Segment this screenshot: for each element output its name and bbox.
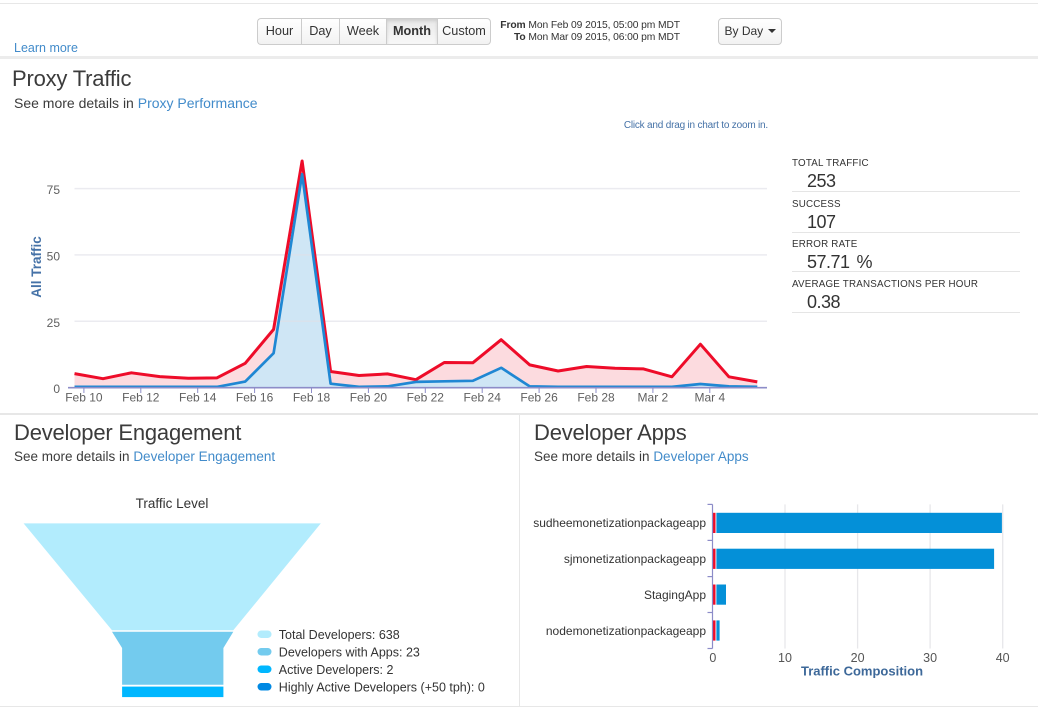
svg-text:Highly Active Developers (+50: Highly Active Developers (+50 tph): 0: [279, 680, 485, 694]
svg-text:Traffic Composition: Traffic Composition: [801, 664, 923, 679]
svg-text:Total Developers: 638: Total Developers: 638: [279, 628, 400, 642]
svg-text:Feb 26: Feb 26: [520, 391, 558, 405]
svg-text:20: 20: [851, 651, 865, 665]
svg-text:Feb 16: Feb 16: [236, 391, 274, 405]
svg-text:All Traffic: All Traffic: [29, 236, 44, 298]
svg-text:Feb 18: Feb 18: [293, 391, 331, 405]
svg-text:Traffic Level: Traffic Level: [136, 496, 209, 511]
svg-text:Feb 12: Feb 12: [122, 391, 160, 405]
svg-text:sudheemonetizationpackageapp: sudheemonetizationpackageapp: [533, 516, 706, 530]
svg-text:25: 25: [47, 316, 61, 330]
svg-text:Mar 2: Mar 2: [638, 391, 669, 405]
svg-text:0: 0: [709, 651, 716, 665]
svg-text:30: 30: [923, 651, 937, 665]
svg-text:Feb 24: Feb 24: [464, 391, 502, 405]
svg-text:sjmonetizationpackageapp: sjmonetizationpackageapp: [564, 552, 706, 566]
svg-text:40: 40: [996, 651, 1010, 665]
svg-text:Feb 10: Feb 10: [65, 391, 103, 405]
svg-text:Feb 22: Feb 22: [407, 391, 445, 405]
svg-text:10: 10: [778, 651, 792, 665]
svg-text:Active Developers: 2: Active Developers: 2: [279, 663, 394, 677]
svg-text:50: 50: [47, 250, 61, 264]
svg-text:0: 0: [53, 382, 60, 396]
svg-text:StagingApp: StagingApp: [644, 588, 706, 602]
svg-text:Mar 4: Mar 4: [694, 391, 725, 405]
svg-text:Feb 14: Feb 14: [179, 391, 217, 405]
svg-text:Feb 28: Feb 28: [577, 391, 615, 405]
svg-text:Feb 20: Feb 20: [350, 391, 388, 405]
svg-text:nodemonetizationpackageapp: nodemonetizationpackageapp: [546, 624, 706, 638]
svg-text:75: 75: [47, 183, 61, 197]
svg-text:Developers with Apps: 23: Developers with Apps: 23: [279, 645, 420, 659]
